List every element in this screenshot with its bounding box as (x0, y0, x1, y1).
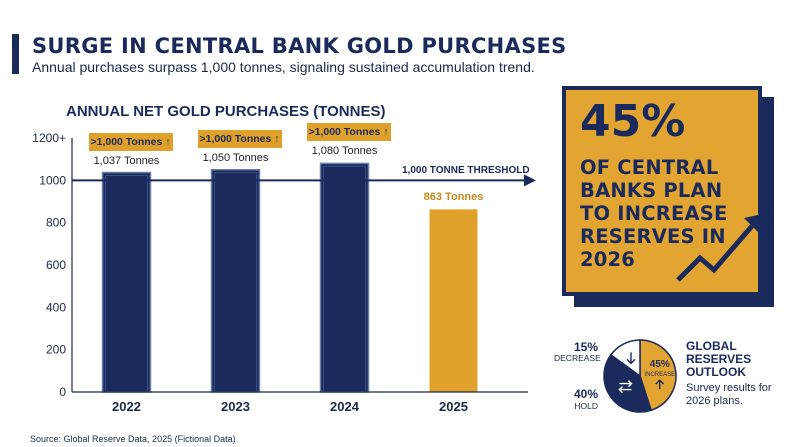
y-tick-label: 200 (46, 343, 66, 357)
bar-value-label: 1,080 Tonnes (311, 145, 378, 158)
outlook-title: GLOBAL RESERVES OUTLOOK (686, 339, 752, 379)
page-title: SURGE IN CENTRAL BANK GOLD PURCHASES (32, 34, 567, 58)
bar-value-label: 1,037 Tonnes (93, 154, 160, 167)
page-subtitle: Annual purchases surpass 1,000 tonnes, s… (32, 59, 535, 75)
x-tick-label: 2022 (112, 399, 141, 414)
x-tick-label: 2024 (330, 399, 360, 414)
bar-value-label: 1,050 Tonnes (202, 151, 269, 164)
pie-hold-label: HOLD (574, 401, 598, 411)
arrow-down-icon (626, 352, 636, 365)
bar-2025 (429, 209, 478, 392)
bar-2024 (319, 162, 370, 393)
bar-2022 (101, 171, 152, 393)
y-tick-label-top: 1200+ (32, 131, 66, 145)
callout-percent: 45% (580, 96, 686, 147)
pie-hold-pct: 40% (573, 387, 598, 401)
pie-increase-label: INCREASE (644, 372, 675, 378)
bar-2023 (210, 169, 261, 393)
x-tick-label: 2023 (221, 399, 250, 414)
chart-title: ANNUAL NET GOLD PURCHASES (TONNES) (66, 103, 386, 120)
pie-increase-pct: 45% (650, 359, 670, 370)
threshold-badge: >1,000 Tonnes ↑ (306, 123, 391, 142)
trend-arrow-icon (676, 214, 762, 282)
source-note: Source: Global Reserve Data, 2025 (Ficti… (30, 434, 236, 444)
callout-box: 45% OF CENTRAL BANKS PLAN TO INCREASE RE… (562, 86, 762, 296)
arrow-up-icon (655, 379, 665, 390)
pie-slice-decrease (609, 339, 641, 378)
pie-decrease-pct: 15% (573, 340, 598, 354)
callout-text: OF CENTRAL BANKS PLAN TO INCREASE RESERV… (580, 156, 728, 271)
threshold-arrow-icon (524, 174, 536, 187)
y-tick-label: 1000 (39, 173, 66, 187)
threshold-badge: >1,000 Tonnes ↑ (88, 132, 173, 151)
y-tick-label: 800 (46, 216, 66, 230)
pie-decrease-label: DECREASE (554, 353, 601, 363)
swap-arrows-icon (618, 380, 633, 394)
x-tick-label: 2025 (439, 399, 468, 414)
y-tick-label: 600 (46, 258, 66, 272)
threshold-badge: >1,000 Tonnes ↑ (197, 129, 282, 148)
y-tick-label: 0 (59, 385, 66, 399)
threshold-label: 1,000 TONNE THRESHOLD (402, 165, 530, 176)
title-accent-bar (12, 34, 19, 74)
bar-value-label: 863 Tonnes (423, 191, 484, 204)
y-tick-label: 400 (46, 300, 66, 314)
pie-slice-increase (639, 339, 677, 412)
outlook-note: Survey results for 2026 plans. (686, 382, 772, 407)
